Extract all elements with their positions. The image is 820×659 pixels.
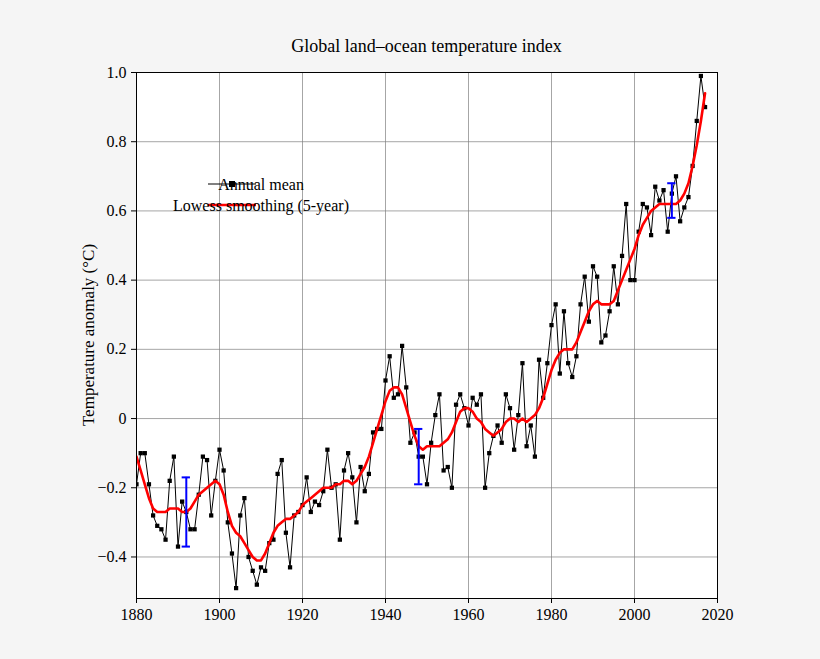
svg-text:0: 0 [119, 410, 127, 427]
svg-text:Temperature anomaly (°C): Temperature anomaly (°C) [79, 244, 98, 426]
svg-text:−0.4: −0.4 [97, 548, 126, 565]
svg-text:2000: 2000 [619, 606, 651, 623]
svg-text:1920: 1920 [287, 606, 319, 623]
svg-text:2020: 2020 [702, 606, 734, 623]
svg-text:Annual mean: Annual mean [218, 176, 304, 193]
svg-text:0.4: 0.4 [107, 271, 127, 288]
svg-text:0.8: 0.8 [107, 133, 127, 150]
svg-text:1.0: 1.0 [107, 64, 127, 81]
svg-text:0.6: 0.6 [107, 202, 127, 219]
svg-text:1880: 1880 [121, 606, 153, 623]
svg-text:1900: 1900 [204, 606, 236, 623]
svg-text:1960: 1960 [453, 606, 485, 623]
svg-text:1940: 1940 [370, 606, 402, 623]
svg-text:0.2: 0.2 [107, 340, 127, 357]
svg-text:Global land–ocean temperature: Global land–ocean temperature index [291, 36, 561, 56]
svg-text:Lowess smoothing (5-year): Lowess smoothing (5-year) [173, 197, 349, 215]
svg-text:−0.2: −0.2 [97, 479, 126, 496]
svg-text:1980: 1980 [536, 606, 568, 623]
